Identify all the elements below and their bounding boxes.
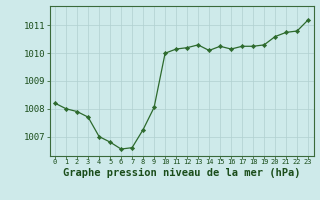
X-axis label: Graphe pression niveau de la mer (hPa): Graphe pression niveau de la mer (hPa) xyxy=(63,168,300,178)
